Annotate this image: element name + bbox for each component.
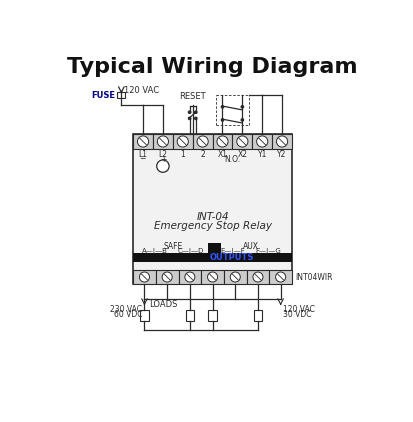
Text: N.O.: N.O. [224,155,240,164]
Text: OUTPUTS: OUTPUTS [209,253,253,262]
Bar [133,253,291,262]
Circle shape [207,272,217,282]
Circle shape [221,106,223,108]
Text: L1: L1 [138,150,147,159]
Text: 120 VAC: 120 VAC [123,86,159,95]
Bar [185,310,194,321]
Circle shape [139,272,149,282]
Bar [271,134,291,149]
Circle shape [188,111,190,114]
Text: Y1: Y1 [257,150,266,159]
Circle shape [157,136,168,147]
Bar [140,310,148,321]
Text: L2: L2 [158,150,167,159]
Circle shape [275,272,285,282]
Bar [133,134,291,284]
Text: +: + [160,154,166,164]
Circle shape [241,119,243,121]
Text: X2: X2 [237,150,247,159]
Bar [232,134,252,149]
Bar [246,270,268,284]
Text: −: − [139,154,145,164]
Text: INT-04: INT-04 [196,212,228,222]
Text: 30 VDC: 30 VDC [282,310,311,319]
Text: 120 VAC: 120 VAC [282,305,314,314]
Bar [133,270,155,284]
Circle shape [194,111,197,114]
Circle shape [256,136,267,147]
Text: F—|—G: F—|—G [255,248,280,255]
Bar [178,270,201,284]
Text: Emergency Stop Relay: Emergency Stop Relay [153,221,271,231]
Circle shape [230,272,240,282]
Circle shape [197,136,208,147]
Text: Typical Wiring Diagram: Typical Wiring Diagram [67,57,356,77]
Circle shape [188,117,190,119]
Text: 2: 2 [200,150,204,159]
Text: 230 VAC: 230 VAC [110,305,142,314]
Bar [252,134,271,149]
Circle shape [276,136,287,147]
Bar [268,270,291,284]
Text: X1: X1 [217,150,227,159]
Text: 1: 1 [180,150,185,159]
Circle shape [184,272,195,282]
Bar [253,310,261,321]
Circle shape [236,136,247,147]
Text: AUX.: AUX. [242,242,261,251]
Text: 60 VDC: 60 VDC [114,310,142,319]
Circle shape [157,160,169,172]
Bar [212,134,232,149]
Circle shape [177,136,188,147]
Text: Y2: Y2 [277,150,286,159]
Bar [192,134,212,149]
Text: C—|—D: C—|—D [177,248,203,255]
Bar [117,92,125,98]
Bar [153,134,172,149]
Text: E—|—F: E—|—F [220,248,245,255]
Bar [133,134,153,149]
Circle shape [137,136,148,147]
Circle shape [241,106,243,108]
Text: FUSE: FUSE [91,91,115,100]
Circle shape [252,272,262,282]
Bar [207,243,221,262]
Circle shape [194,117,197,119]
Bar [223,270,246,284]
Bar [172,134,192,149]
Bar [208,310,216,321]
Text: A—|—B: A—|—B [142,248,168,255]
Bar [155,270,178,284]
Circle shape [216,136,228,147]
Text: INT04WIR: INT04WIR [294,273,332,281]
Text: SAFE: SAFE [163,242,182,251]
Circle shape [221,119,223,121]
Text: LOADS: LOADS [149,300,177,309]
Circle shape [162,272,172,282]
Bar [201,270,223,284]
Text: RESET: RESET [179,92,206,101]
